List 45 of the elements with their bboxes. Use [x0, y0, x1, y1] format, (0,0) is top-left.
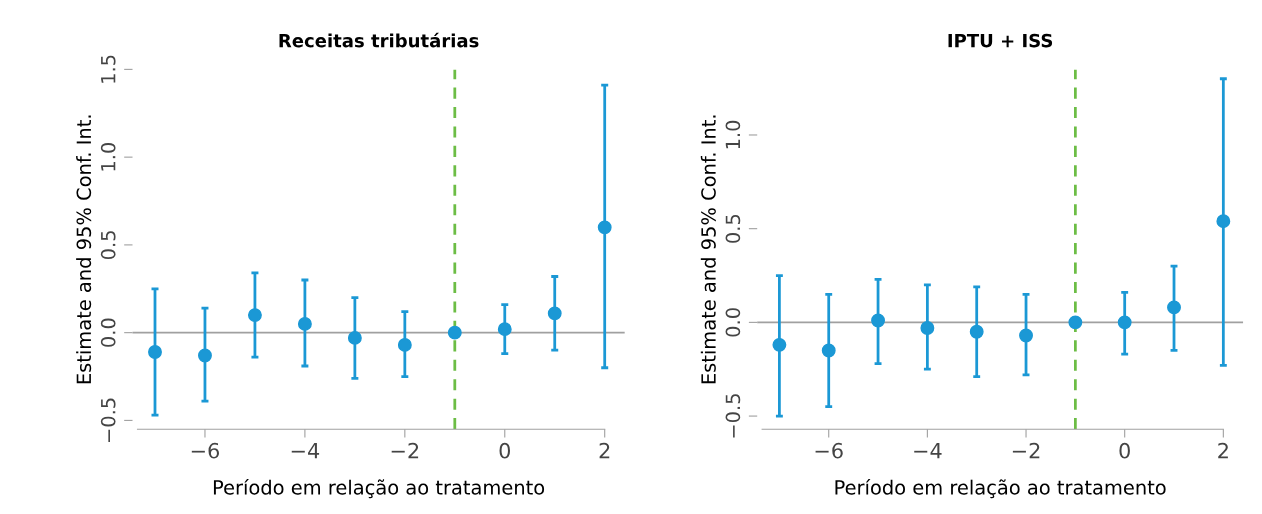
point	[920, 321, 935, 335]
point	[597, 220, 612, 235]
point	[198, 348, 212, 363]
y-tick-label: 0.5	[100, 231, 116, 260]
chart-title: IPTU + ISS	[948, 33, 1053, 48]
x-tick-label: −6	[191, 442, 220, 459]
y-axis-title: Estimate and 95% Conf. Int.	[700, 115, 716, 384]
x-tick-label: 2	[1218, 442, 1228, 459]
x-tick-label: −4	[914, 443, 942, 459]
point	[148, 345, 162, 359]
point	[1216, 214, 1231, 229]
point	[1117, 315, 1132, 330]
y-tick-label: 0.0	[725, 308, 741, 337]
x-tick-label: 0	[499, 442, 511, 459]
y-tick-label: 1.0	[725, 120, 741, 149]
point	[1068, 315, 1083, 330]
point	[1167, 300, 1181, 315]
point	[547, 306, 562, 321]
point	[772, 337, 787, 352]
x-tick-label: 2	[599, 442, 610, 459]
y-tick-label: −0.5	[100, 398, 116, 442]
chart-title: Receitas tributárias	[279, 32, 479, 48]
point	[347, 330, 362, 345]
x-tick-label: −6	[815, 442, 843, 459]
y-tick-label: 1.5	[101, 55, 116, 83]
point	[497, 322, 512, 337]
point	[297, 316, 312, 331]
y-axis-title: Estimate and 95% Conf. Int.	[76, 115, 92, 384]
point	[871, 313, 885, 328]
y-tick-label: −0.5	[725, 394, 741, 438]
x-tick-label: 0	[1119, 442, 1130, 459]
y-tick-label: 0.5	[725, 214, 741, 243]
point	[397, 337, 412, 352]
y-tick-label: 0.0	[100, 318, 116, 347]
point	[447, 325, 462, 340]
x-tick-label: −2	[391, 442, 419, 459]
x-axis-title: Período em relação ao tratamento	[835, 478, 1166, 499]
x-axis-title: Período em relação ao tratamento	[213, 478, 545, 499]
point	[1019, 328, 1033, 343]
y-tick-label: 1.0	[100, 142, 116, 171]
point	[969, 324, 984, 339]
x-tick-label: −2	[1012, 442, 1040, 459]
point	[247, 308, 262, 323]
point	[821, 343, 836, 358]
x-tick-label: −4	[291, 443, 320, 459]
